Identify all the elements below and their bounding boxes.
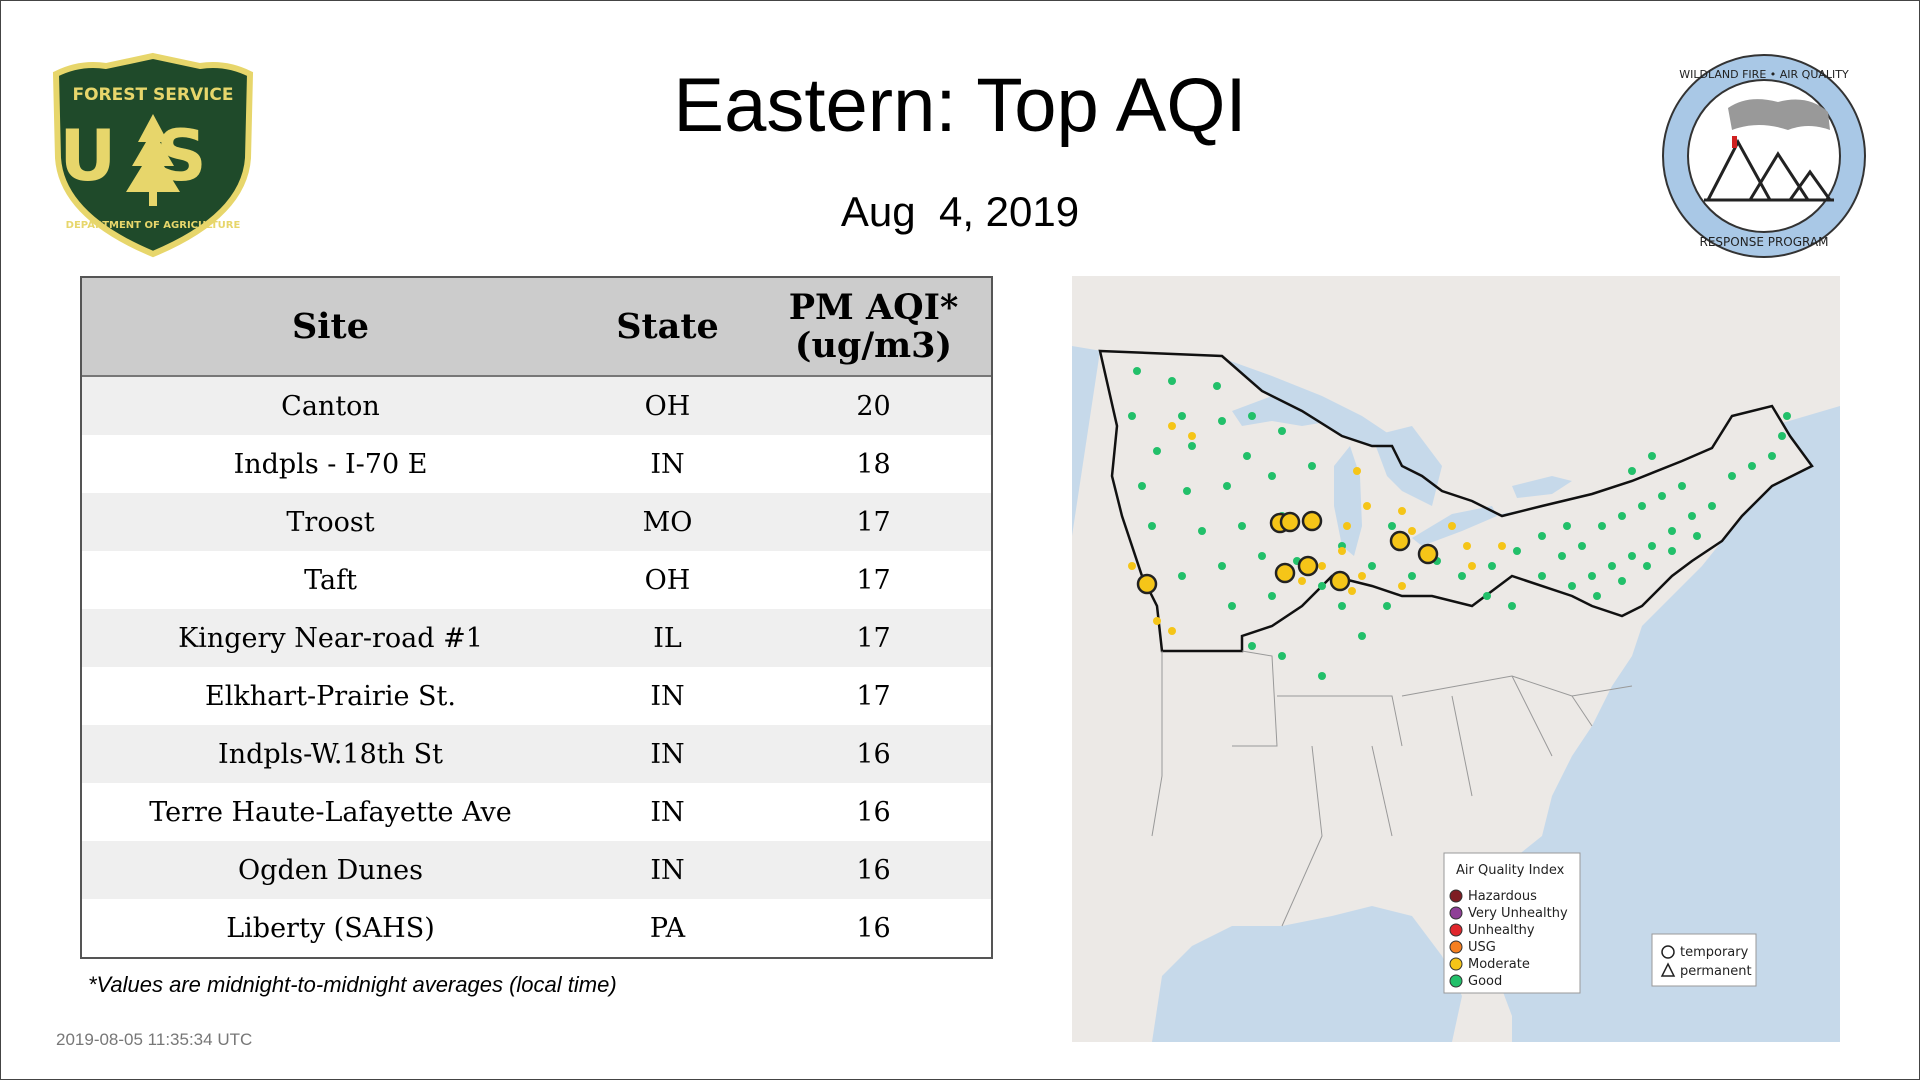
legend-swatch-hazardous: [1449, 889, 1463, 903]
table-row: Elkhart-Prairie St. IN 17: [82, 667, 991, 725]
cell-aqi: 17: [756, 493, 991, 551]
map-legend: Air Quality Index Hazardous Very Unhealt…: [1443, 852, 1581, 994]
header-state: State: [579, 278, 756, 377]
legend-label-permanent: permanent: [1680, 964, 1752, 979]
top-aqi-table: Site State PM AQI* (ug/m3) Canton OH 20 In…: [80, 276, 993, 959]
legend-swatch-usg: [1449, 940, 1463, 954]
legend-label-usg: USG: [1468, 940, 1496, 955]
cell-site: Indpls-W.18th St: [82, 725, 579, 783]
cell-site: Troost: [82, 493, 579, 551]
legend-swatch-unhealthy: [1449, 923, 1463, 937]
lake-ontario: [1512, 476, 1572, 498]
table-row: Indpls-W.18th St IN 16: [82, 725, 991, 783]
cell-aqi: 16: [756, 841, 991, 899]
cell-site: Elkhart-Prairie St.: [82, 667, 579, 725]
table-header-row: Site State PM AQI* (ug/m3): [82, 278, 991, 377]
cell-state: IN: [579, 841, 756, 899]
logo-wf-bottom-text: RESPONSE PROGRAM: [1700, 235, 1829, 249]
map-type-legend: temporary permanent: [1651, 933, 1757, 987]
legend-label-good: Good: [1468, 974, 1502, 989]
moderate-monitors: [1128, 422, 1506, 635]
cell-site: Kingery Near-road #1: [82, 609, 579, 667]
cell-site: Canton: [82, 376, 579, 435]
circle-icon: [1661, 945, 1675, 959]
legend-title: Air Quality Index: [1456, 863, 1565, 878]
cell-state: MO: [579, 493, 756, 551]
logo-wf-top-text: WILDLAND FIRE • AIR QUALITY: [1679, 68, 1849, 81]
map-land-us: [1072, 351, 1812, 1042]
table-row: Ogden Dunes IN 16: [82, 841, 991, 899]
table-row: Terre Haute-Lafayette Ave IN 16: [82, 783, 991, 841]
table-row: Kingery Near-road #1 IL 17: [82, 609, 991, 667]
cell-aqi: 17: [756, 667, 991, 725]
header-aqi: PM AQI* (ug/m3): [756, 278, 991, 377]
header-site: Site: [82, 278, 579, 377]
page-date: Aug 4, 2019: [840, 188, 1080, 235]
cell-aqi: 17: [756, 609, 991, 667]
table-row: Canton OH 20: [82, 376, 991, 435]
legend-swatch-very-unhealthy: [1449, 906, 1463, 920]
smoke-icon: [1728, 99, 1830, 130]
state-borders: [1151, 650, 1633, 927]
forest-service-logo: FOREST SERVICE US DEPARTMENT OF AGRICULT…: [52, 52, 254, 258]
cell-aqi: 16: [756, 783, 991, 841]
table-row: Indpls - I-70 E IN 18: [82, 435, 991, 493]
top-aqi-monitors: [1136, 510, 1439, 595]
legend-swatch-moderate: [1449, 957, 1463, 971]
cell-state: PA: [579, 899, 756, 957]
lake-superior: [1232, 396, 1332, 426]
legend-label-moderate: Moderate: [1468, 957, 1530, 972]
cell-state: IL: [579, 609, 756, 667]
pine-tree-icon: [126, 114, 180, 206]
fire-icon: [1732, 136, 1737, 148]
cell-aqi: 20: [756, 376, 991, 435]
legend-label-unhealthy: Unhealthy: [1468, 923, 1535, 938]
triangle-icon: [1660, 962, 1676, 977]
legend-label-very-unhealthy: Very Unhealthy: [1468, 906, 1568, 921]
mountains-icon: [1704, 138, 1834, 202]
cell-site: Terre Haute-Lafayette Ave: [82, 783, 579, 841]
wildland-fire-logo: WILDLAND FIRE • AIR QUALITY RESPONSE PRO…: [1662, 54, 1866, 258]
cell-state: IN: [579, 435, 756, 493]
good-monitors: [1128, 367, 1791, 680]
cell-state: IN: [579, 783, 756, 841]
logo-fs-top-text: FOREST SERVICE: [72, 85, 233, 105]
legend-label-temporary: temporary: [1680, 945, 1749, 960]
cell-site: Indpls - I-70 E: [82, 435, 579, 493]
cell-site: Taft: [82, 551, 579, 609]
footnote: *Values are midnight-to-midnight average…: [88, 972, 617, 997]
cell-site: Liberty (SAHS): [82, 899, 579, 957]
page-title: Eastern: Top AQI: [673, 63, 1247, 148]
cell-site: Ogden Dunes: [82, 841, 579, 899]
cell-aqi: 16: [756, 899, 991, 957]
cell-state: IN: [579, 667, 756, 725]
table-row: Taft OH 17: [82, 551, 991, 609]
cell-state: OH: [579, 376, 756, 435]
table-row: Liberty (SAHS) PA 16: [82, 899, 991, 957]
timestamp: 2019-08-05 11:35:34 UTC: [56, 1030, 253, 1049]
cell-aqi: 17: [756, 551, 991, 609]
cell-state: IN: [579, 725, 756, 783]
logo-fs-bottom-text: DEPARTMENT OF AGRICULTURE: [66, 220, 241, 231]
map-land-canada: [1072, 276, 1840, 526]
table-row: Troost MO 17: [82, 493, 991, 551]
cell-aqi: 18: [756, 435, 991, 493]
legend-label-hazardous: Hazardous: [1468, 889, 1537, 904]
header-aqi-line1: PM AQI*: [788, 286, 959, 328]
aqi-map: Air Quality Index Hazardous Very Unhealt…: [1072, 276, 1840, 1042]
header-aqi-line2: (ug/m3): [794, 324, 953, 366]
cell-state: OH: [579, 551, 756, 609]
legend-swatch-good: [1449, 974, 1463, 988]
cell-aqi: 16: [756, 725, 991, 783]
region-outline: [1098, 349, 1814, 653]
